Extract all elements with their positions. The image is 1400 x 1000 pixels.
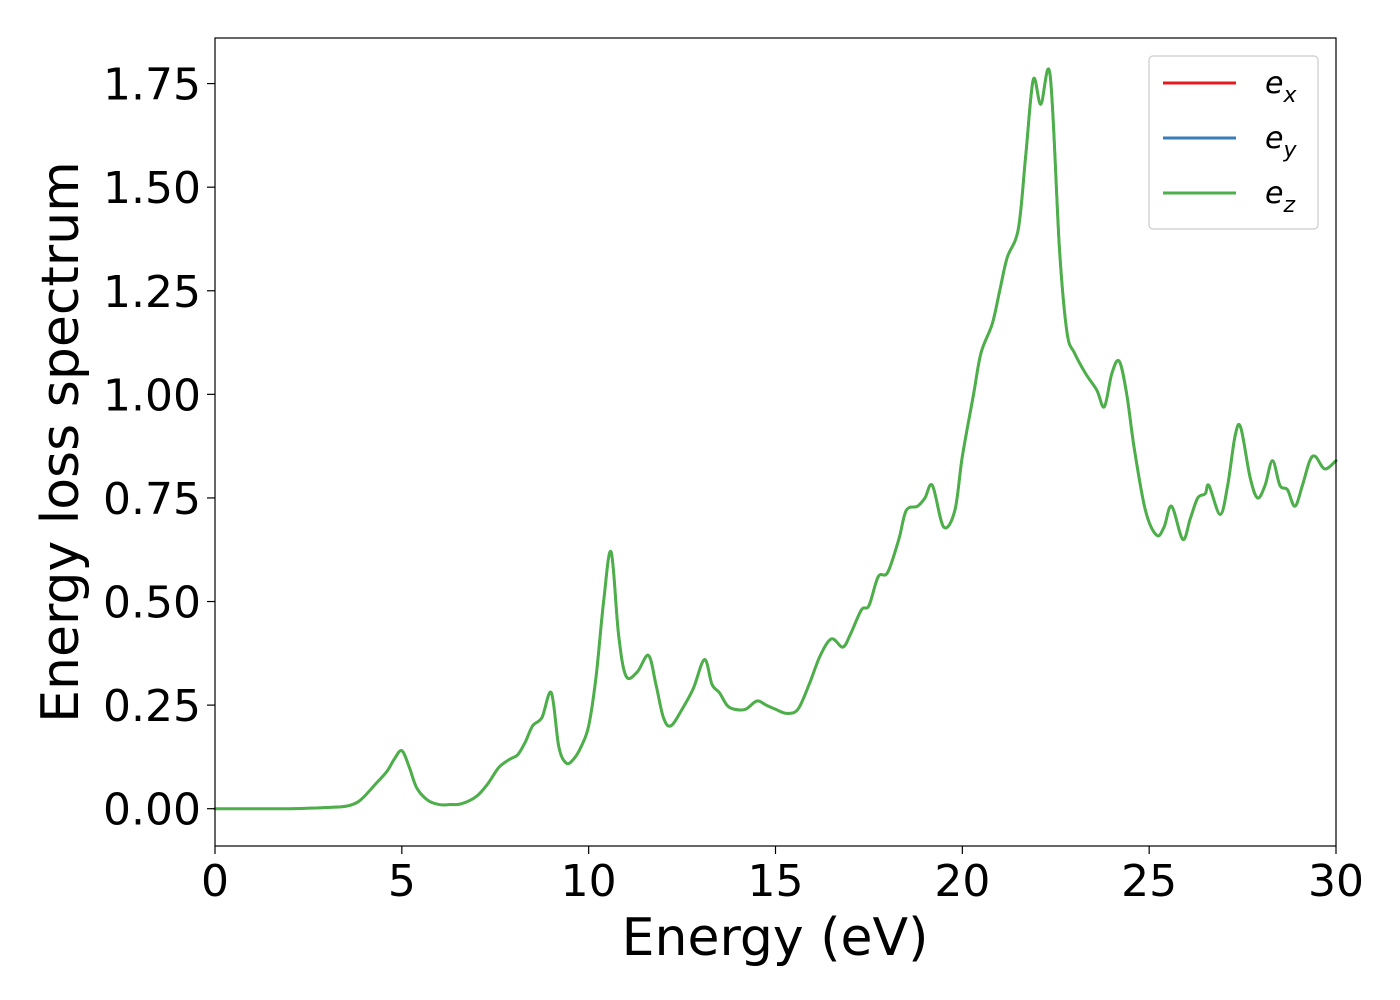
y-axis-ticks: 0.00 0.25 0.50 0.75 1.00 1.25 1.50 1.75: [103, 60, 215, 836]
y-tick-label: 1.00: [103, 370, 201, 421]
x-axis-ticks: 0 5 10 15 20 25 30: [201, 846, 1364, 907]
y-tick-label: 0.00: [103, 785, 201, 836]
y-tick-label: 0.50: [103, 578, 201, 629]
y-tick-label: 0.25: [103, 681, 201, 732]
x-axis-label: Energy (eV): [622, 908, 929, 968]
y-axis-label: Energy loss spectrum: [31, 161, 91, 723]
x-tick-label: 5: [388, 856, 416, 907]
series-line-e-z: [213, 67, 1338, 811]
legend-box: [1148, 55, 1319, 230]
x-tick-label: 20: [934, 856, 990, 907]
x-tick-label: 10: [561, 856, 617, 907]
y-tick-label: 1.75: [103, 60, 201, 111]
x-tick-label: 30: [1308, 856, 1364, 907]
y-tick-label: 1.25: [103, 267, 201, 318]
y-tick-label: 1.50: [103, 163, 201, 214]
x-tick-label: 25: [1121, 856, 1177, 907]
y-tick-label: 0.75: [103, 474, 201, 525]
x-tick-label: 0: [201, 856, 229, 907]
x-tick-label: 15: [748, 856, 804, 907]
series-layer: [213, 67, 1338, 811]
